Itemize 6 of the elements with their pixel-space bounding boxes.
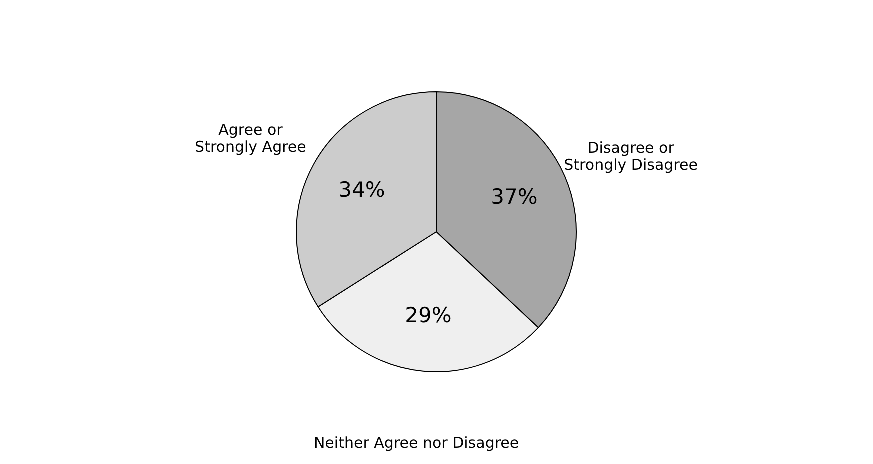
- data-label: 37%: [491, 185, 538, 210]
- slice-label: Neither Agree nor Disagree: [314, 434, 520, 452]
- data-label: 34%: [338, 178, 386, 202]
- slice-label: Disagree or Strongly Disagree: [564, 138, 698, 174]
- data-label: 29%: [405, 304, 452, 328]
- slice-label: Agree or Strongly Agree: [195, 120, 306, 156]
